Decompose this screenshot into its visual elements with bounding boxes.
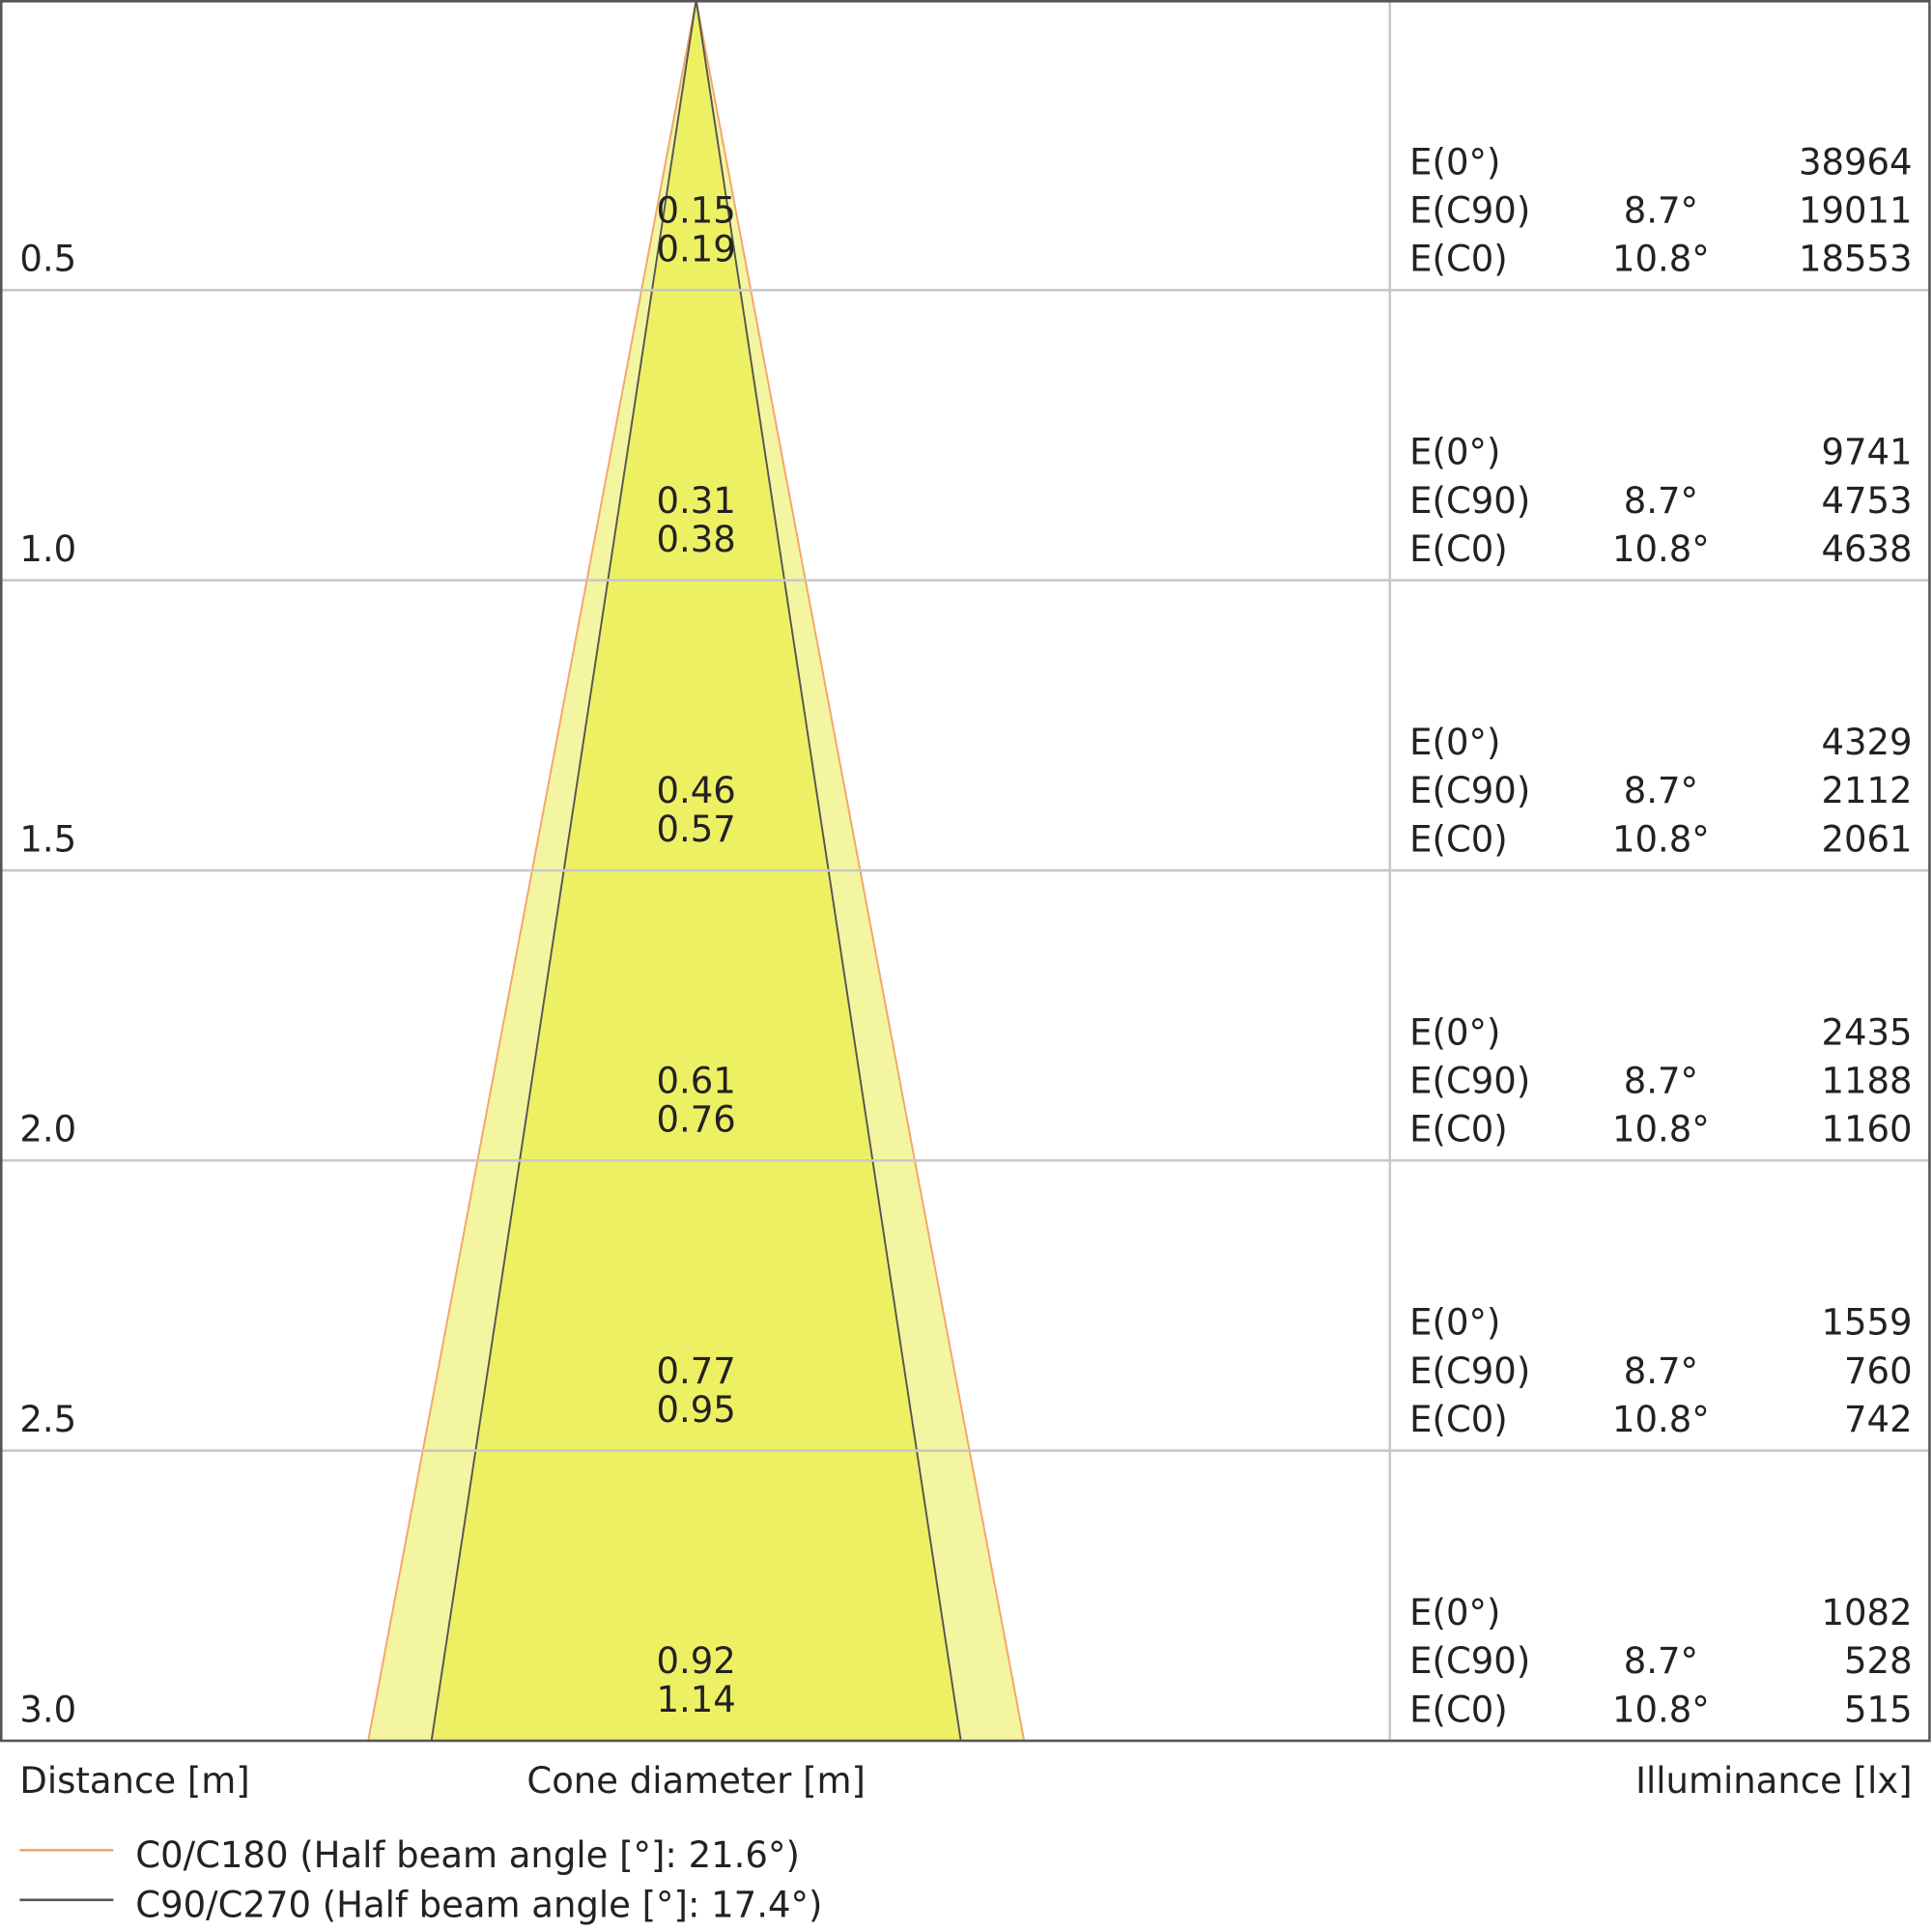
beam-angle: 8.7° bbox=[1624, 480, 1698, 522]
illuminance-label: E(C0) bbox=[1409, 239, 1508, 280]
beam-angle: 10.8° bbox=[1612, 1689, 1710, 1730]
frame bbox=[0, 0, 1931, 1743]
axis-label: Illuminance [lx] bbox=[1635, 1760, 1913, 1802]
axis-label: Cone diameter [m] bbox=[526, 1760, 866, 1802]
grid-layer bbox=[0, 289, 1930, 1453]
cone-diameter: 0.57 bbox=[657, 809, 736, 850]
illuminance-value: 528 bbox=[1844, 1640, 1913, 1682]
illuminance-value: 1160 bbox=[1821, 1109, 1912, 1150]
cone-diameter: 0.92 bbox=[657, 1640, 736, 1682]
cone-diameter: 0.77 bbox=[657, 1350, 736, 1392]
distance-label: 2.0 bbox=[19, 1109, 76, 1150]
illuminance-label: E(C0) bbox=[1409, 1689, 1508, 1730]
illuminance-label: E(C0) bbox=[1409, 528, 1508, 570]
illuminance-value: 1082 bbox=[1821, 1592, 1912, 1633]
illuminance-value: 18553 bbox=[1799, 239, 1913, 280]
illuminance-label: E(C90) bbox=[1409, 189, 1530, 231]
beam-angle: 8.7° bbox=[1624, 1060, 1698, 1101]
axis-label: Distance [m] bbox=[19, 1760, 249, 1802]
illuminance-label: E(0°) bbox=[1409, 722, 1500, 763]
illuminance-label: E(0°) bbox=[1409, 1302, 1500, 1344]
cone-diameter: 0.15 bbox=[657, 189, 736, 231]
cone-diameter: 0.31 bbox=[657, 480, 736, 522]
illuminance-label: E(C90) bbox=[1409, 480, 1530, 522]
illuminance-value: 38964 bbox=[1799, 141, 1913, 183]
illuminance-value: 760 bbox=[1844, 1350, 1913, 1392]
cone-diameter: 0.95 bbox=[657, 1389, 736, 1431]
beam-angle: 8.7° bbox=[1624, 189, 1698, 231]
beam-angle: 8.7° bbox=[1624, 1640, 1698, 1682]
distance-label: 2.5 bbox=[19, 1399, 76, 1440]
illuminance-value: 2435 bbox=[1821, 1011, 1912, 1053]
cone-diameter: 0.38 bbox=[657, 519, 736, 560]
illuminance-value: 1559 bbox=[1821, 1302, 1912, 1344]
legend-label: C90/C270 (Half beam angle [°]: 17.4°) bbox=[135, 1884, 822, 1925]
beam-angle: 10.8° bbox=[1612, 528, 1710, 570]
beam-angle: 10.8° bbox=[1612, 239, 1710, 280]
illuminance-value: 515 bbox=[1844, 1689, 1913, 1730]
illuminance-value: 1188 bbox=[1821, 1060, 1912, 1101]
distance-label: 0.5 bbox=[19, 239, 76, 280]
distance-label: 3.0 bbox=[19, 1689, 76, 1730]
cone-diameter: 0.46 bbox=[657, 770, 736, 811]
illuminance-label: E(0°) bbox=[1409, 1011, 1500, 1053]
illuminance-label: E(C0) bbox=[1409, 1399, 1508, 1440]
beam-angle: 8.7° bbox=[1624, 770, 1698, 811]
illuminance-value: 4753 bbox=[1821, 480, 1912, 522]
beam-angle: 8.7° bbox=[1624, 1350, 1698, 1392]
illuminance-value: 2112 bbox=[1821, 770, 1912, 811]
illuminance-label: E(C90) bbox=[1409, 1640, 1530, 1682]
beam-angle: 10.8° bbox=[1612, 818, 1710, 860]
illuminance-label: E(0°) bbox=[1409, 141, 1500, 183]
illuminance-value: 2061 bbox=[1821, 818, 1912, 860]
illuminance-label: E(C90) bbox=[1409, 1060, 1530, 1101]
illuminance-label: E(C0) bbox=[1409, 818, 1508, 860]
distance-label: 1.5 bbox=[19, 818, 76, 860]
illuminance-label: E(C0) bbox=[1409, 1109, 1508, 1150]
illuminance-label: E(0°) bbox=[1409, 1592, 1500, 1633]
cone-diameter: 0.19 bbox=[657, 228, 736, 270]
illuminance-value: 9741 bbox=[1821, 432, 1912, 473]
illuminance-value: 742 bbox=[1844, 1399, 1913, 1440]
illuminance-value: 19011 bbox=[1799, 189, 1913, 231]
beam-angle: 10.8° bbox=[1612, 1109, 1710, 1150]
cone-diameter: 0.61 bbox=[657, 1060, 736, 1101]
illuminance-value: 4638 bbox=[1821, 528, 1912, 570]
legend-label: C0/C180 (Half beam angle [°]: 21.6°) bbox=[135, 1834, 800, 1876]
beam-angle: 10.8° bbox=[1612, 1399, 1710, 1440]
illuminance-label: E(C90) bbox=[1409, 1350, 1530, 1392]
distance-label: 1.0 bbox=[19, 528, 76, 570]
illuminance-value: 4329 bbox=[1821, 722, 1912, 763]
illuminance-label: E(0°) bbox=[1409, 432, 1500, 473]
cone-diameter: 1.14 bbox=[657, 1679, 736, 1720]
cone-diameter: 0.76 bbox=[657, 1098, 736, 1140]
illuminance-label: E(C90) bbox=[1409, 770, 1530, 811]
